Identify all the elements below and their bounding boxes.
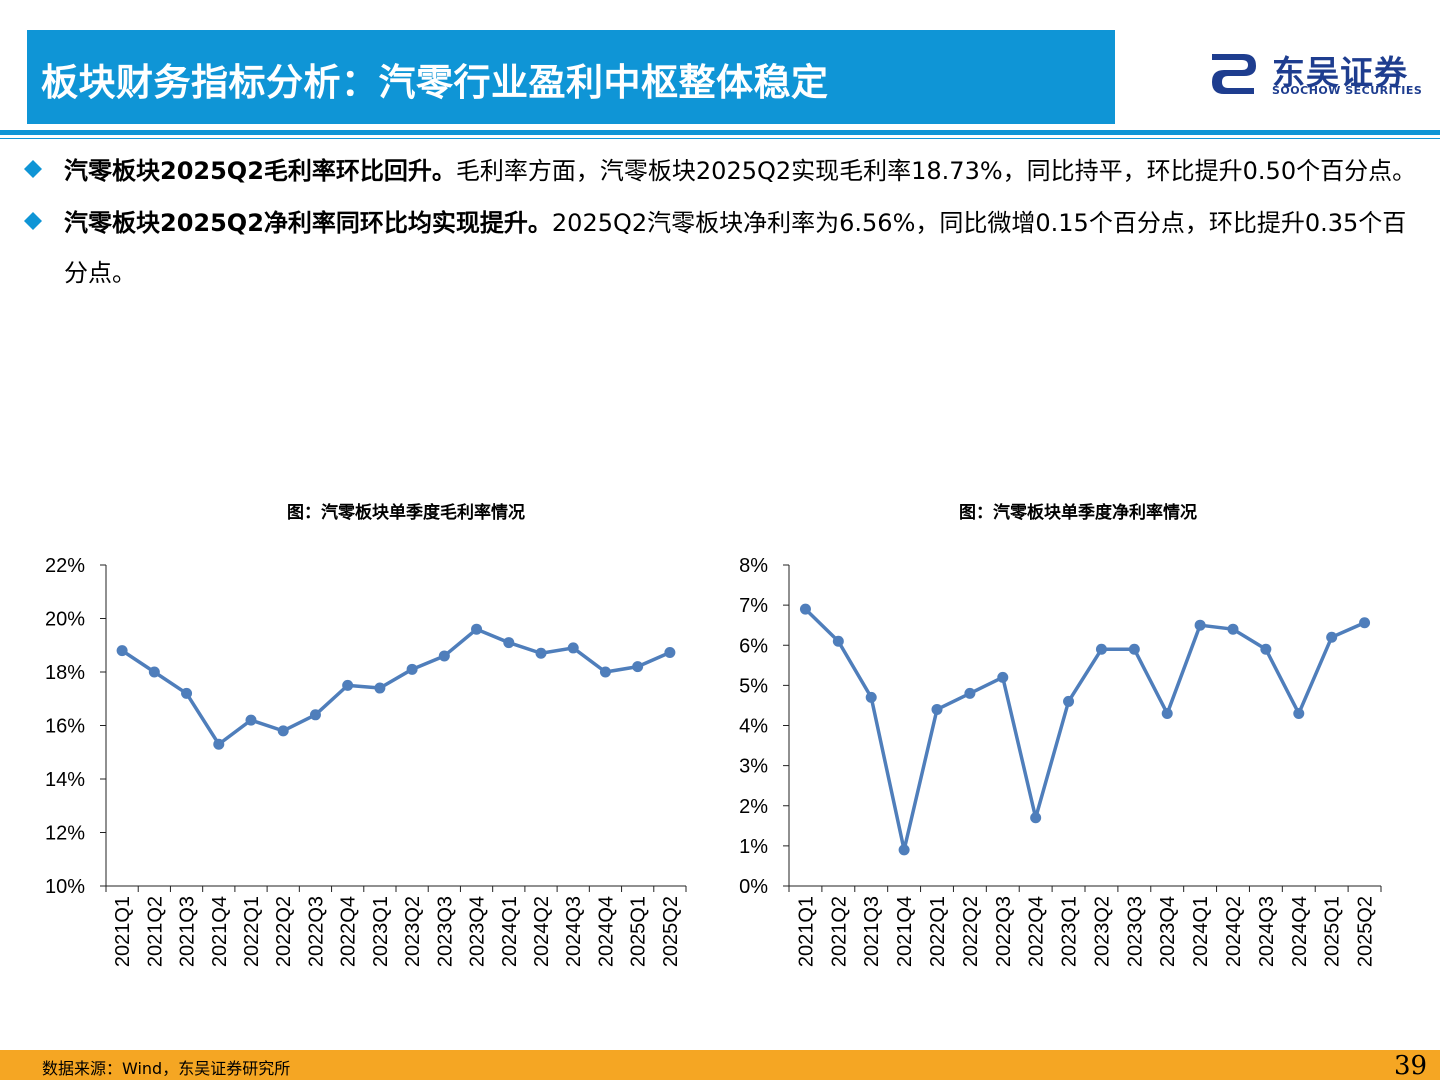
y-tick-label: 5% <box>739 675 768 697</box>
data-point <box>117 645 128 656</box>
data-source: 数据来源：Wind，东吴证券研究所 <box>42 1055 290 1079</box>
data-point <box>342 680 353 691</box>
data-point <box>600 667 611 678</box>
x-tick-label: 2023Q4 <box>467 896 489 967</box>
data-point <box>407 664 418 675</box>
x-tick-label: 2024Q4 <box>595 896 617 967</box>
x-tick-label: 2024Q4 <box>1289 896 1311 967</box>
data-point <box>213 739 224 750</box>
data-point <box>1293 708 1304 719</box>
data-point <box>1260 644 1271 655</box>
x-tick-label: 2022Q4 <box>1026 896 1048 967</box>
y-tick-label: 22% <box>45 555 85 577</box>
data-point <box>374 683 385 694</box>
x-tick-label: 2023Q1 <box>1059 896 1081 967</box>
data-point <box>1096 644 1107 655</box>
x-tick-label: 2021Q2 <box>828 896 850 967</box>
y-tick-label: 18% <box>45 662 85 684</box>
data-point <box>439 650 450 661</box>
y-tick-label: 0% <box>739 876 768 898</box>
data-point <box>1030 812 1041 823</box>
data-point <box>664 647 675 658</box>
y-tick-label: 6% <box>739 635 768 657</box>
x-tick-label: 2023Q2 <box>402 896 424 967</box>
y-tick-label: 1% <box>739 836 768 858</box>
x-tick-label: 2024Q3 <box>1256 896 1278 967</box>
data-point <box>964 688 975 699</box>
footer-bar: 数据来源：Wind，东吴证券研究所 <box>0 1050 1440 1080</box>
data-point <box>181 688 192 699</box>
y-tick-label: 4% <box>739 716 768 738</box>
x-tick-label: 2022Q3 <box>993 896 1015 967</box>
x-tick-label: 2021Q4 <box>894 896 916 967</box>
data-point <box>632 661 643 672</box>
x-tick-label: 2024Q2 <box>1223 896 1245 967</box>
x-tick-label: 2025Q1 <box>1322 896 1344 967</box>
data-point <box>503 637 514 648</box>
x-tick-label: 2025Q2 <box>660 896 682 967</box>
series-line <box>805 609 1364 850</box>
x-tick-label: 2022Q1 <box>927 896 949 967</box>
data-point <box>568 642 579 653</box>
y-tick-label: 2% <box>739 796 768 818</box>
x-tick-label: 2025Q1 <box>628 896 650 967</box>
x-tick-label: 2023Q3 <box>434 896 456 967</box>
y-tick-label: 12% <box>45 823 85 845</box>
data-point <box>899 844 910 855</box>
data-point <box>1129 644 1140 655</box>
data-point <box>310 709 321 720</box>
data-point <box>866 692 877 703</box>
y-tick-label: 14% <box>45 769 85 791</box>
y-tick-label: 16% <box>45 716 85 738</box>
x-tick-label: 2024Q2 <box>531 896 553 967</box>
x-tick-label: 2022Q2 <box>960 896 982 967</box>
x-tick-label: 2023Q4 <box>1157 896 1179 967</box>
x-tick-label: 2021Q1 <box>795 896 817 967</box>
x-tick-label: 2021Q3 <box>177 896 199 967</box>
data-point <box>800 604 811 615</box>
gross-margin-line-chart: 10% 12% 14% 16% 18% 20% 22% 2021Q1 2021Q2 2021Q3 2… <box>0 0 720 1050</box>
data-point <box>833 636 844 647</box>
x-tick-label: 2023Q3 <box>1124 896 1146 967</box>
x-tick-label: 2021Q2 <box>144 896 166 967</box>
data-point <box>149 667 160 678</box>
y-tick-label: 8% <box>739 555 768 577</box>
y-tick-label: 7% <box>739 595 768 617</box>
page-number: 39 <box>1394 1051 1427 1081</box>
data-point <box>1326 632 1337 643</box>
x-tick-label: 2021Q1 <box>112 896 134 967</box>
net-margin-line-chart: 0% 1% 2% 3% 4% 5% 6% 7% 8% 2021Q1 2021Q2 2021Q3 2021… <box>720 0 1440 1050</box>
x-tick-label: 2024Q3 <box>563 896 585 967</box>
series-line <box>122 629 670 744</box>
data-point <box>278 725 289 736</box>
y-tick-label: 10% <box>45 876 85 898</box>
x-tick-label: 2023Q1 <box>370 896 392 967</box>
x-tick-label: 2025Q2 <box>1355 896 1377 967</box>
data-point <box>932 704 943 715</box>
x-tick-label: 2023Q2 <box>1091 896 1113 967</box>
data-point <box>536 648 547 659</box>
data-point <box>1195 620 1206 631</box>
data-point <box>1228 624 1239 635</box>
x-tick-label: 2021Q4 <box>209 896 231 967</box>
data-point <box>997 672 1008 683</box>
data-point <box>246 715 257 726</box>
y-tick-label: 3% <box>739 756 768 778</box>
x-tick-label: 2022Q3 <box>305 896 327 967</box>
x-tick-label: 2022Q2 <box>273 896 295 967</box>
x-tick-label: 2024Q1 <box>1190 896 1212 967</box>
data-point <box>471 624 482 635</box>
y-tick-label: 20% <box>45 609 85 631</box>
x-tick-label: 2022Q4 <box>338 896 360 967</box>
x-tick-label: 2021Q3 <box>861 896 883 967</box>
x-tick-label: 2022Q1 <box>241 896 263 967</box>
data-point <box>1359 617 1370 628</box>
x-tick-label: 2024Q1 <box>499 896 521 967</box>
data-point <box>1162 708 1173 719</box>
data-point <box>1063 696 1074 707</box>
